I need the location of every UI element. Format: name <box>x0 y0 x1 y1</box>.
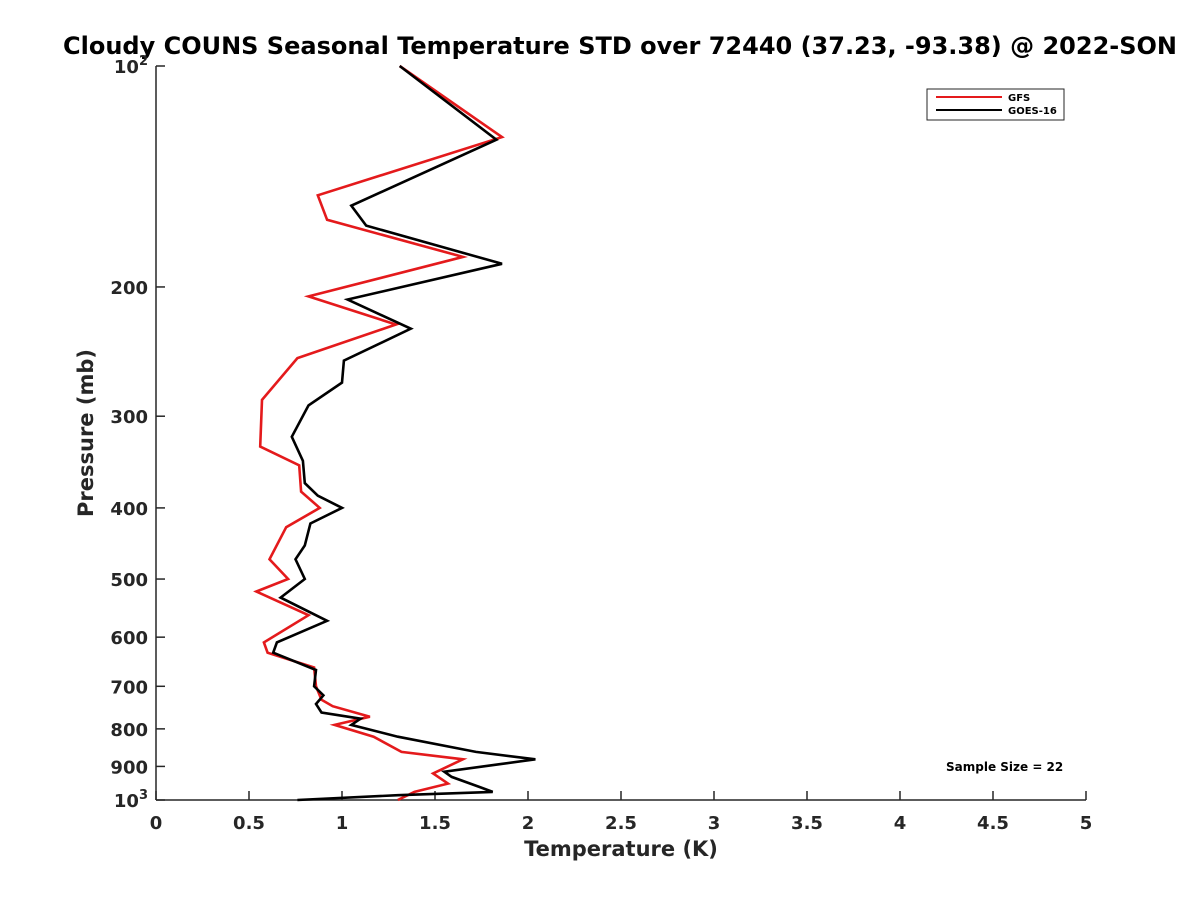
y-tick-label: 102 <box>114 54 148 78</box>
x-tick-label: 4.5 <box>977 813 1009 834</box>
x-axis-label: Temperature (K) <box>524 837 718 861</box>
x-tick-label: 4 <box>894 813 907 834</box>
y-tick-base: 800 <box>110 720 148 741</box>
y-tick-base: 200 <box>110 278 148 299</box>
y-tick-base: 10 <box>114 57 139 78</box>
series-line-gfs <box>253 64 505 802</box>
series-lines <box>253 64 536 802</box>
chart-title: Cloudy COUNS Seasonal Temperature STD ov… <box>63 32 1177 60</box>
sample-size-annotation: Sample Size = 22 <box>946 760 1063 774</box>
y-tick-exponent: 2 <box>139 54 148 69</box>
series-line-goes-16 <box>271 64 536 802</box>
y-tick-base: 400 <box>110 499 148 520</box>
legend-box <box>926 88 1065 121</box>
y-tick-base: 700 <box>110 677 148 698</box>
y-tick-base: 900 <box>110 757 148 778</box>
x-tick-label: 1.5 <box>419 813 451 834</box>
y-tick-exponent: 3 <box>139 788 148 803</box>
y-tick-label: 700 <box>110 677 148 698</box>
x-tick-label: 3.5 <box>791 813 823 834</box>
plot-area <box>155 66 1086 801</box>
y-tick-base: 10 <box>114 791 139 812</box>
y-tick-label: 300 <box>110 407 148 428</box>
y-tick-label: 600 <box>110 628 148 649</box>
legend-label-gfs: GFS <box>1008 93 1030 104</box>
legend: GFS GOES-16 <box>926 88 1065 121</box>
y-axis-label: Pressure (mb) <box>74 349 98 517</box>
legend-label-goes-16: GOES-16 <box>1008 106 1057 117</box>
x-tick-label: 1 <box>336 813 349 834</box>
y-tick-base: 600 <box>110 628 148 649</box>
x-tick-label: 3 <box>708 813 721 834</box>
x-tick-label: 5 <box>1080 813 1093 834</box>
x-tick-label: 0.5 <box>233 813 265 834</box>
y-tick-label: 400 <box>110 499 148 520</box>
x-tick-label: 2 <box>522 813 535 834</box>
y-tick-label: 500 <box>110 570 148 591</box>
x-tick-label: 2.5 <box>605 813 637 834</box>
y-tick-base: 300 <box>110 407 148 428</box>
y-tick-label: 900 <box>110 757 148 778</box>
y-tick-base: 500 <box>110 570 148 591</box>
x-axis-ticks: 0 0.5 1 1.5 2 2.5 3 3.5 4 4.5 5 <box>150 791 1093 834</box>
y-tick-label: 800 <box>110 720 148 741</box>
y-tick-label: 200 <box>110 278 148 299</box>
y-tick-label: 103 <box>114 788 148 812</box>
x-tick-label: 0 <box>150 813 163 834</box>
